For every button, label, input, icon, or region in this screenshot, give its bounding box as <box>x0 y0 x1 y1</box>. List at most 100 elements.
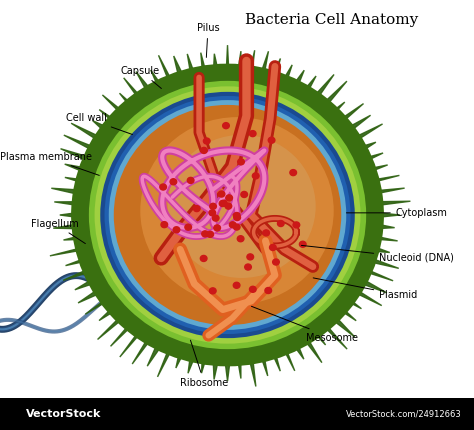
Polygon shape <box>351 115 371 129</box>
Polygon shape <box>120 335 138 357</box>
Polygon shape <box>373 259 399 268</box>
Polygon shape <box>343 104 364 120</box>
Polygon shape <box>238 363 241 378</box>
Polygon shape <box>50 249 79 256</box>
Circle shape <box>218 191 225 197</box>
Circle shape <box>249 286 256 292</box>
Polygon shape <box>317 335 326 345</box>
Circle shape <box>187 178 194 184</box>
Polygon shape <box>188 359 193 373</box>
Polygon shape <box>316 74 334 96</box>
Polygon shape <box>379 188 405 193</box>
Polygon shape <box>201 362 205 373</box>
Circle shape <box>226 195 232 201</box>
Polygon shape <box>335 102 345 111</box>
Polygon shape <box>64 164 82 171</box>
Ellipse shape <box>71 64 384 366</box>
Circle shape <box>265 288 272 294</box>
Circle shape <box>207 231 214 237</box>
Polygon shape <box>64 237 76 240</box>
Polygon shape <box>136 71 149 89</box>
Polygon shape <box>124 78 138 95</box>
Polygon shape <box>326 327 347 349</box>
Text: Plasmid: Plasmid <box>313 278 418 300</box>
Circle shape <box>237 236 244 242</box>
Circle shape <box>212 215 219 221</box>
Polygon shape <box>99 310 112 320</box>
Circle shape <box>201 147 207 154</box>
Circle shape <box>203 138 210 144</box>
Circle shape <box>229 222 236 228</box>
Circle shape <box>160 184 166 190</box>
Polygon shape <box>174 56 182 74</box>
Polygon shape <box>51 188 76 194</box>
Polygon shape <box>78 291 98 303</box>
Circle shape <box>290 169 297 175</box>
Polygon shape <box>71 123 98 139</box>
Polygon shape <box>376 248 390 252</box>
Circle shape <box>273 259 279 265</box>
Polygon shape <box>381 213 400 217</box>
Polygon shape <box>250 362 256 387</box>
Circle shape <box>201 255 207 261</box>
Polygon shape <box>351 301 362 309</box>
Circle shape <box>173 227 180 233</box>
Circle shape <box>233 224 240 230</box>
Polygon shape <box>93 121 105 129</box>
Polygon shape <box>381 201 410 205</box>
Text: Capsule: Capsule <box>121 66 162 89</box>
Ellipse shape <box>168 135 316 278</box>
Circle shape <box>210 203 216 209</box>
Polygon shape <box>369 153 383 160</box>
Polygon shape <box>306 341 322 362</box>
Polygon shape <box>63 270 86 280</box>
Polygon shape <box>61 149 86 160</box>
Polygon shape <box>238 51 241 67</box>
Text: VectorStock.com/24912663: VectorStock.com/24912663 <box>346 410 462 418</box>
Polygon shape <box>285 65 292 78</box>
Circle shape <box>233 212 240 218</box>
Polygon shape <box>262 51 268 71</box>
Circle shape <box>202 231 209 237</box>
Polygon shape <box>381 225 395 228</box>
Polygon shape <box>213 363 218 379</box>
Circle shape <box>193 206 200 212</box>
Polygon shape <box>158 55 170 78</box>
Polygon shape <box>357 292 382 306</box>
Circle shape <box>237 159 244 165</box>
Ellipse shape <box>100 92 355 338</box>
Circle shape <box>210 288 216 294</box>
Circle shape <box>214 225 220 231</box>
Text: Plasma membrane: Plasma membrane <box>0 152 99 175</box>
Circle shape <box>234 215 240 221</box>
Polygon shape <box>251 50 255 68</box>
Polygon shape <box>65 178 79 181</box>
Circle shape <box>268 137 275 143</box>
Circle shape <box>247 254 254 260</box>
Bar <box>0 398 474 430</box>
Polygon shape <box>147 347 160 366</box>
Circle shape <box>245 264 251 270</box>
Polygon shape <box>75 281 91 290</box>
Polygon shape <box>357 124 383 139</box>
Polygon shape <box>225 364 230 381</box>
Polygon shape <box>262 359 268 376</box>
Circle shape <box>225 203 232 209</box>
Circle shape <box>252 173 259 179</box>
Polygon shape <box>132 341 148 364</box>
Polygon shape <box>285 352 295 371</box>
Text: Pilus: Pilus <box>197 23 219 58</box>
Polygon shape <box>273 356 280 371</box>
Polygon shape <box>151 70 159 83</box>
Polygon shape <box>65 260 82 266</box>
Text: Mesosome: Mesosome <box>251 306 358 343</box>
Text: VectorStock: VectorStock <box>26 409 101 419</box>
Polygon shape <box>187 54 193 71</box>
Polygon shape <box>344 310 356 321</box>
Polygon shape <box>373 165 388 170</box>
Circle shape <box>263 230 270 236</box>
Text: Bacteria Cell Anatomy: Bacteria Cell Anatomy <box>245 13 419 27</box>
Polygon shape <box>369 271 393 281</box>
Text: Ribosome: Ribosome <box>180 340 228 388</box>
Circle shape <box>293 222 300 228</box>
